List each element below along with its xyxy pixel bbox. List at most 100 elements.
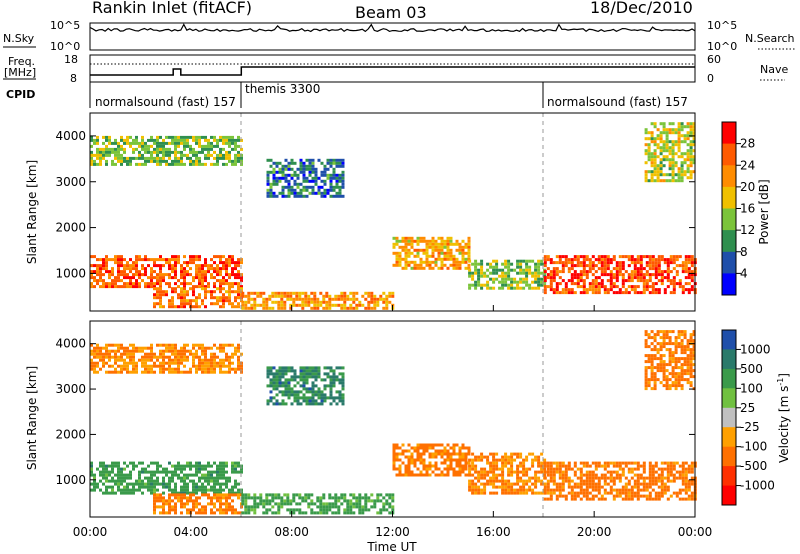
heatmap-cell xyxy=(132,141,135,145)
heatmap-cell xyxy=(600,476,604,480)
heatmap-cell xyxy=(335,161,339,165)
heatmap-cell xyxy=(186,461,189,465)
heatmap-cell xyxy=(525,280,529,284)
heatmap-cell xyxy=(621,282,625,286)
heatmap-cell xyxy=(268,502,272,506)
heatmap-cell xyxy=(446,470,450,474)
heatmap-cell xyxy=(627,291,631,295)
heatmap-cell xyxy=(308,167,312,171)
heatmap-cell xyxy=(210,499,213,503)
heatmap-cell xyxy=(290,375,294,379)
heatmap-cell xyxy=(674,173,678,177)
heatmap-cell xyxy=(293,161,297,165)
heatmap-cell xyxy=(410,470,414,474)
heatmap-cell xyxy=(392,464,396,468)
heatmap-cell xyxy=(680,140,684,144)
heatmap-cell xyxy=(558,482,562,486)
heatmap-cell xyxy=(434,464,438,468)
heatmap-cell xyxy=(129,162,132,166)
heatmap-cell xyxy=(674,143,678,147)
heatmap-cell xyxy=(90,349,93,353)
heatmap-cell xyxy=(618,488,622,492)
heatmap-cell xyxy=(540,470,544,474)
heatmap-cell xyxy=(341,378,345,382)
heatmap-cell xyxy=(618,479,622,483)
heatmap-cell xyxy=(117,147,120,151)
heatmap-cell xyxy=(516,464,520,468)
heatmap-cell xyxy=(537,265,541,269)
heatmap-cell xyxy=(271,499,275,503)
heatmap-cell xyxy=(407,254,411,258)
heatmap-cell xyxy=(305,176,309,180)
heatmap-cell xyxy=(192,293,195,297)
heatmap-cell xyxy=(329,402,333,406)
heatmap-cell xyxy=(642,255,646,259)
heatmap-cell xyxy=(192,285,195,289)
heatmap-cell xyxy=(471,283,475,287)
heatmap-cell xyxy=(343,493,347,497)
heatmap-cell xyxy=(555,282,559,286)
heatmap-cell xyxy=(311,381,315,385)
heatmap-cell xyxy=(443,452,447,456)
heatmap-cell xyxy=(290,393,294,397)
heatmap-cell xyxy=(543,491,547,495)
heatmap-cell xyxy=(162,153,165,157)
heatmap-cell xyxy=(183,162,186,166)
heatmap-cell xyxy=(654,497,658,501)
heatmap-cell xyxy=(272,179,276,183)
heatmap-cell xyxy=(522,467,526,471)
heatmap-cell xyxy=(483,271,487,275)
heatmap-cell xyxy=(219,290,222,294)
heatmap-cell xyxy=(168,343,171,347)
heatmap-cell xyxy=(183,141,186,145)
heatmap-cell xyxy=(237,138,240,142)
heatmap-cell xyxy=(180,355,183,359)
heatmap-cell xyxy=(522,271,526,275)
heatmap-cell xyxy=(287,164,291,168)
heatmap-cell xyxy=(213,461,216,465)
heatmap-cell xyxy=(192,488,195,492)
heatmap-cell xyxy=(207,502,210,506)
heatmap-cell xyxy=(474,458,478,462)
heatmap-cell xyxy=(159,287,162,291)
heatmap-cell xyxy=(686,345,690,349)
heatmap-cell xyxy=(168,488,171,492)
heatmap-cell xyxy=(446,236,450,240)
heatmap-cell xyxy=(268,508,272,512)
heatmap-cell xyxy=(186,488,189,492)
heatmap-cell xyxy=(639,488,643,492)
heatmap-cell xyxy=(452,254,456,258)
heatmap-cell xyxy=(343,300,347,304)
heatmap-cell xyxy=(582,282,586,286)
heatmap-cell xyxy=(471,277,475,281)
heatmap-cell xyxy=(343,306,347,310)
heatmap-cell xyxy=(519,485,523,489)
heatmap-cell xyxy=(138,273,141,277)
heatmap-cell xyxy=(671,360,675,364)
heatmap-cell xyxy=(657,258,661,262)
heatmap-cell xyxy=(425,242,429,246)
heatmap-cell xyxy=(228,493,231,497)
heatmap-cell xyxy=(467,236,471,240)
heatmap-cell xyxy=(244,300,248,304)
heatmap-cell xyxy=(477,473,481,477)
heatmap-cell xyxy=(621,291,625,295)
heatmap-cell xyxy=(510,470,514,474)
heatmap-cell xyxy=(687,464,691,468)
heatmap-cell xyxy=(159,290,162,294)
heatmap-cell xyxy=(328,303,332,307)
heatmap-cell xyxy=(165,482,168,486)
heatmap-cell xyxy=(93,364,96,368)
heatmap-cell xyxy=(428,446,432,450)
heatmap-cell xyxy=(286,291,290,295)
heatmap-cell xyxy=(126,476,129,480)
heatmap-cell xyxy=(674,378,678,382)
heatmap-cell xyxy=(504,280,508,284)
heatmap-cell xyxy=(281,393,285,397)
heatmap-cell xyxy=(600,464,604,468)
heatmap-cell xyxy=(244,496,248,500)
heatmap-cell xyxy=(162,290,165,294)
heatmap-cell xyxy=(210,485,213,489)
heatmap-cell xyxy=(93,479,96,483)
